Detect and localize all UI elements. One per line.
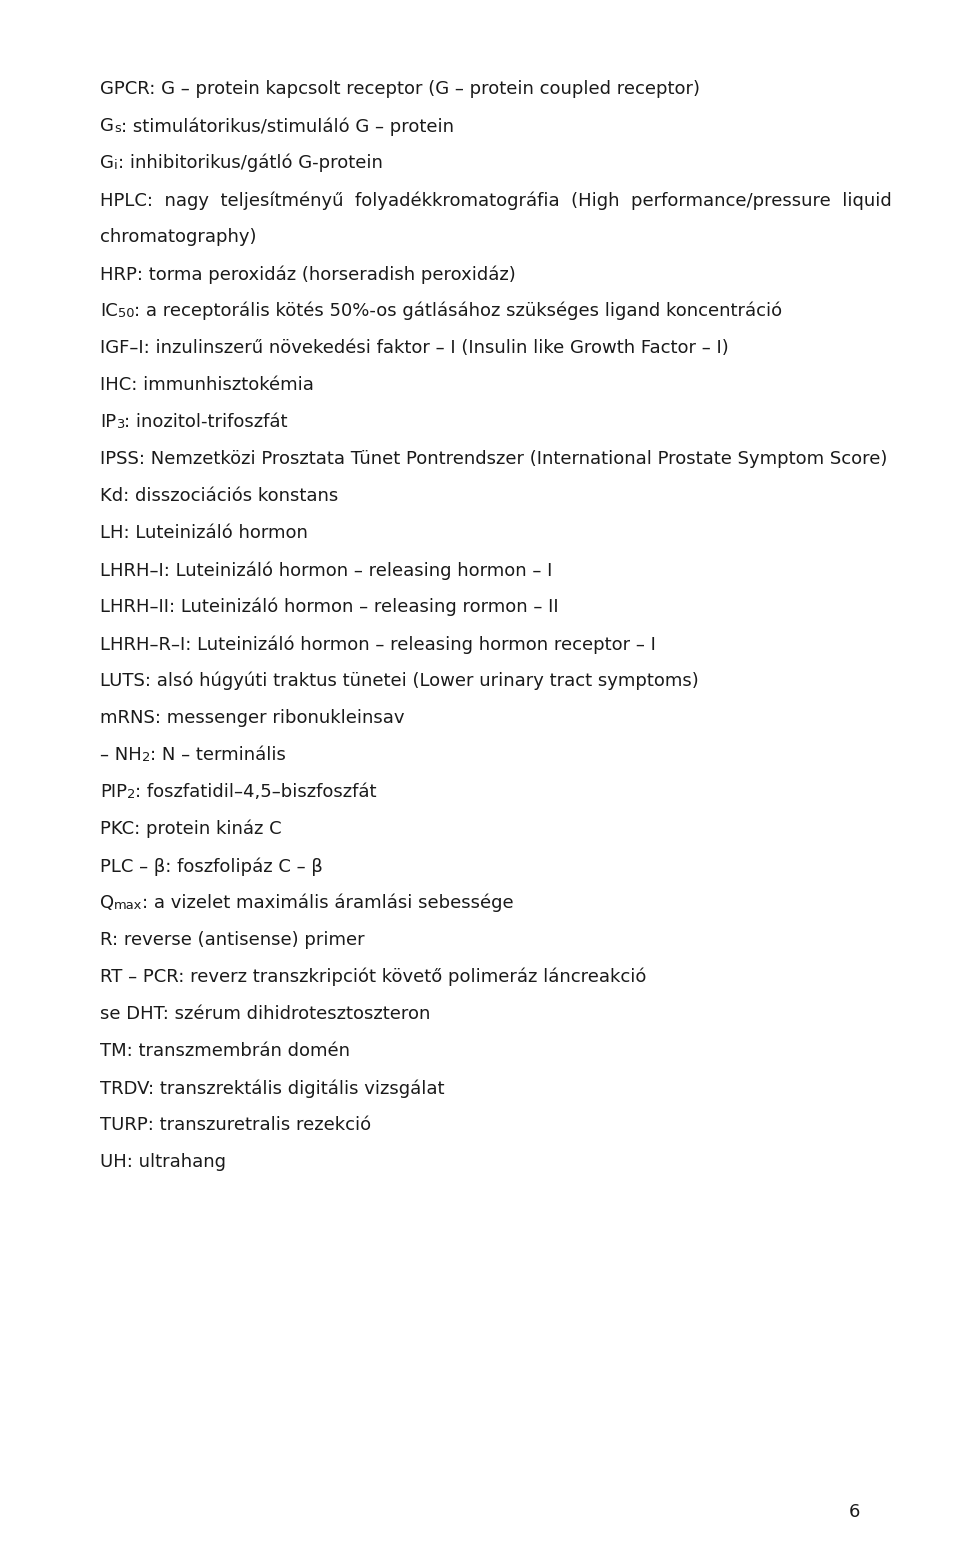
Text: 2: 2 (127, 787, 135, 801)
Text: TM: transzmembrán domén: TM: transzmembrán domén (100, 1042, 350, 1060)
Text: : a receptorális kötés 50%-os gátlásához szükséges ligand koncentráció: : a receptorális kötés 50%-os gátlásához… (134, 302, 782, 321)
Text: LHRH–R–I: Luteinizáló hormon – releasing hormon receptor – I: LHRH–R–I: Luteinizáló hormon – releasing… (100, 636, 656, 654)
Text: G: G (100, 117, 114, 134)
Text: TRDV: transzrektális digitális vizsgálat: TRDV: transzrektális digitális vizsgálat (100, 1079, 444, 1097)
Text: IPSS: Nemzetközi Prosztata Tünet Pontrendszer (International Prostate Symptom Sc: IPSS: Nemzetközi Prosztata Tünet Pontren… (100, 451, 887, 468)
Text: GPCR: G – protein kapcsolt receptor (G – protein coupled receptor): GPCR: G – protein kapcsolt receptor (G –… (100, 80, 700, 99)
Text: LUTS: alsó húgyúti traktus tünetei (Lower urinary tract symptoms): LUTS: alsó húgyúti traktus tünetei (Lowe… (100, 673, 699, 691)
Text: : inhibitorikus/gátló G-protein: : inhibitorikus/gátló G-protein (118, 154, 382, 173)
Text: UH: ultrahang: UH: ultrahang (100, 1153, 226, 1171)
Text: s: s (114, 122, 121, 134)
Text: mRNS: messenger ribonukleinsav: mRNS: messenger ribonukleinsav (100, 708, 404, 727)
Text: G: G (100, 154, 114, 171)
Text: 2: 2 (142, 750, 150, 764)
Text: Q: Q (100, 893, 114, 912)
Text: PIP: PIP (100, 782, 127, 801)
Text: PKC: protein kináz C: PKC: protein kináz C (100, 819, 281, 838)
Text: IHC: immunhisztokémia: IHC: immunhisztokémia (100, 376, 314, 393)
Text: : a vizelet maximális áramlási sebessége: : a vizelet maximális áramlási sebessége (142, 893, 515, 912)
Text: IGF–I: inzulinszerű növekedési faktor – I (Insulin like Growth Factor – I): IGF–I: inzulinszerű növekedési faktor – … (100, 339, 729, 356)
Text: 6: 6 (849, 1503, 860, 1521)
Text: chromatography): chromatography) (100, 228, 256, 245)
Text: : inozitol-trifoszfát: : inozitol-trifoszfát (125, 414, 288, 430)
Text: HPLC:  nagy  teljesítményű  folyadékkromatográfia  (High  performance/pressure  : HPLC: nagy teljesítményű folyadékkromato… (100, 191, 892, 210)
Text: : foszfatidil–4,5–biszfoszfát: : foszfatidil–4,5–biszfoszfát (135, 782, 376, 801)
Text: 3: 3 (116, 418, 125, 430)
Text: max: max (114, 898, 142, 912)
Text: HRP: torma peroxidáz (horseradish peroxidáz): HRP: torma peroxidáz (horseradish peroxi… (100, 265, 516, 284)
Text: : N – terminális: : N – terminális (150, 745, 286, 764)
Text: IC: IC (100, 302, 118, 319)
Text: TURP: transzuretralis rezekció: TURP: transzuretralis rezekció (100, 1116, 372, 1134)
Text: Kd: disszociációs konstans: Kd: disszociációs konstans (100, 488, 338, 505)
Text: RT – PCR: reverz transzkripciót követő polimeráz láncreakció: RT – PCR: reverz transzkripciót követő p… (100, 967, 646, 986)
Text: 50: 50 (118, 307, 134, 319)
Text: IP: IP (100, 414, 116, 430)
Text: – NH: – NH (100, 745, 142, 764)
Text: LHRH–I: Luteinizáló hormon – releasing hormon – I: LHRH–I: Luteinizáló hormon – releasing h… (100, 562, 552, 580)
Text: se DHT: szérum dihidrotesztoszteron: se DHT: szérum dihidrotesztoszteron (100, 1004, 430, 1023)
Text: LH: Luteinizáló hormon: LH: Luteinizáló hormon (100, 525, 308, 542)
Text: : stimulátorikus/stimuláló G – protein: : stimulátorikus/stimuláló G – protein (121, 117, 454, 136)
Text: R: reverse (antisense) primer: R: reverse (antisense) primer (100, 930, 365, 949)
Text: PLC – β: foszfolipáz C – β: PLC – β: foszfolipáz C – β (100, 856, 323, 875)
Text: LHRH–II: Luteinizáló hormon – releasing rormon – II: LHRH–II: Luteinizáló hormon – releasing … (100, 599, 559, 617)
Text: i: i (114, 159, 118, 171)
